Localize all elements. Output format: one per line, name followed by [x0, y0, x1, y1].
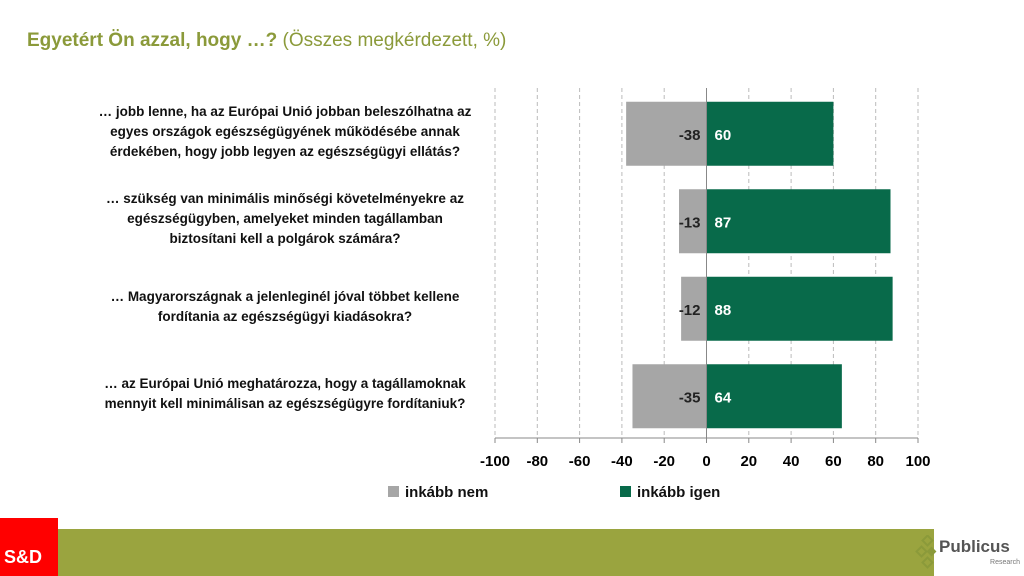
- footer-band: [58, 529, 934, 576]
- title-main: Egyetért Ön azzal, hogy …?: [27, 30, 278, 51]
- data-label: -13: [679, 214, 701, 231]
- chart-title: Egyetért Ön azzal, hogy …? (Összes megké…: [27, 30, 506, 52]
- x-tick-label: -40: [611, 453, 633, 470]
- legend-label: inkább nem: [405, 484, 488, 501]
- logo-name: Publicus: [939, 537, 1010, 556]
- bar-no: [626, 101, 707, 166]
- category-label: … Magyarországnak a jelenleginél jóval t…: [70, 287, 500, 327]
- data-label: -12: [679, 302, 701, 319]
- x-tick-label: -80: [526, 453, 548, 470]
- data-label: -38: [679, 127, 701, 144]
- legend-swatch: [620, 486, 631, 497]
- x-tick-label: 80: [867, 453, 884, 470]
- data-label: 64: [715, 389, 732, 406]
- data-label: 60: [715, 127, 732, 144]
- bar-no: [632, 364, 707, 429]
- x-tick-label: -20: [653, 453, 675, 470]
- x-tick-label: 0: [702, 453, 710, 470]
- bar-yes: [706, 364, 842, 429]
- logo-sub: Research: [990, 559, 1020, 566]
- data-label: -35: [679, 389, 701, 406]
- x-tick-label: 100: [905, 453, 930, 470]
- bar-yes: [706, 101, 834, 166]
- x-tick-label: -60: [569, 453, 591, 470]
- bar-no: [681, 276, 707, 341]
- category-label: … jobb lenne, ha az Európai Unió jobban …: [70, 102, 500, 162]
- data-label: 88: [715, 302, 732, 319]
- publicus-logo: Publicus Research: [915, 535, 1024, 575]
- legend-swatch: [388, 486, 399, 497]
- category-label-line: fordítania az egészségügyi kiadásokra?: [157, 308, 413, 324]
- category-label-line: … jobb lenne, ha az Európai Unió jobban …: [98, 103, 472, 119]
- data-label: 87: [715, 214, 732, 231]
- category-label: … szükség van minimális minőségi követel…: [70, 189, 500, 249]
- category-label: … az Európai Unió meghatározza, hogy a t…: [70, 374, 500, 414]
- x-tick-label: 20: [740, 453, 757, 470]
- category-label-line: mennyit kell minimálisan az egészségügyr…: [104, 396, 466, 412]
- category-label-line: … Magyarországnak a jelenleginél jóval t…: [110, 288, 460, 304]
- category-label-line: … szükség van minimális minőségi követel…: [106, 191, 464, 207]
- sd-logo: S&D: [0, 518, 58, 576]
- sd-logo-text: S&D: [4, 547, 43, 567]
- category-label-line: egyes országok egészségügyének működéséb…: [110, 123, 460, 139]
- category-label-line: egészségügyben, amelyeket minden tagálla…: [127, 211, 443, 227]
- x-tick-label: 40: [783, 453, 800, 470]
- diamond-logo-icon: [915, 535, 937, 569]
- category-label-line: biztosítani kell a polgárok számára?: [169, 231, 401, 247]
- x-tick-label: -100: [480, 453, 510, 470]
- x-tick-label: 60: [825, 453, 842, 470]
- title-sub: (Összes megkérdezett, %): [277, 30, 507, 51]
- bar-yes: [706, 276, 893, 341]
- bar-no: [679, 189, 707, 254]
- category-label-line: … az Európai Unió meghatározza, hogy a t…: [104, 376, 466, 392]
- bar-yes: [706, 189, 891, 254]
- legend-label: inkább igen: [637, 484, 720, 501]
- category-label-line: érdekében, hogy jobb legyen az egészségü…: [109, 143, 461, 159]
